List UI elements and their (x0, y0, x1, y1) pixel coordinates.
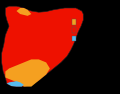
Bar (72, 36, 76, 41)
Bar (72, 19, 76, 25)
Polygon shape (5, 59, 50, 87)
Polygon shape (16, 8, 31, 16)
Polygon shape (2, 6, 83, 87)
Bar (72, 27, 76, 33)
Polygon shape (7, 81, 24, 87)
